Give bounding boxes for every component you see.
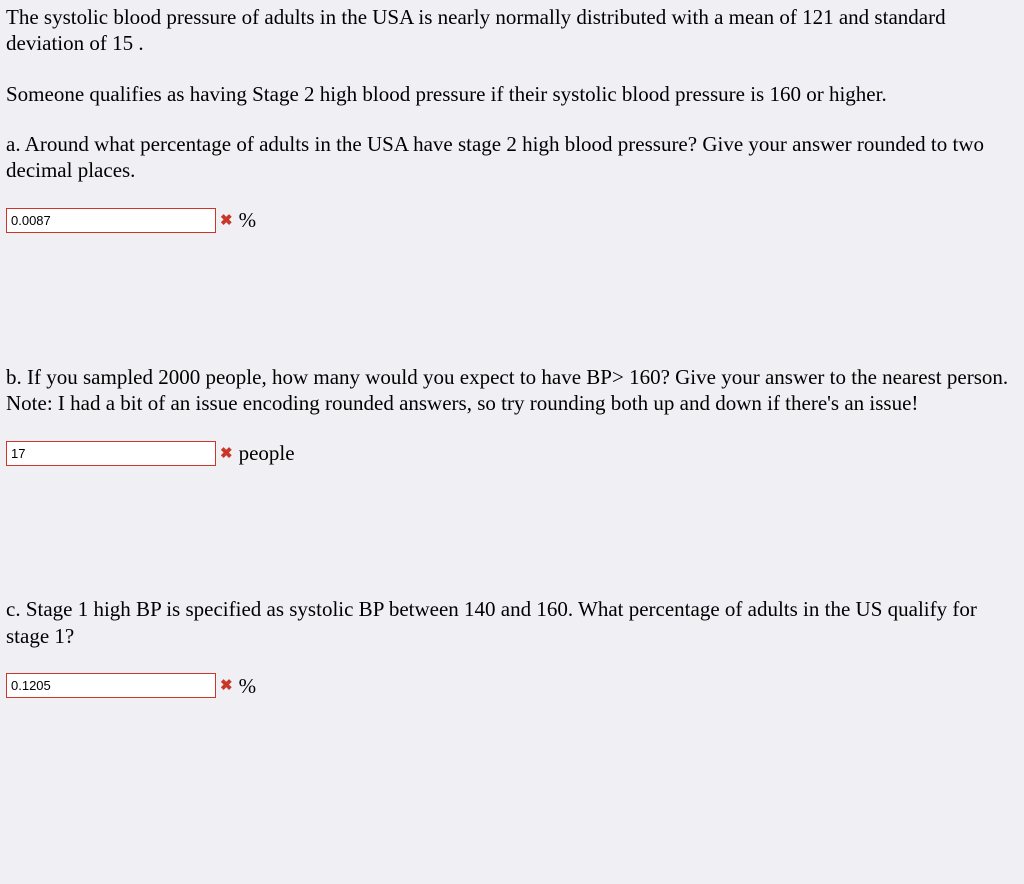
part-c-prompt: c. Stage 1 high BP is specified as systo… [6,596,1018,649]
part-b-prompt: b. If you sampled 2000 people, how many … [6,364,1018,417]
part-a-answer-input[interactable] [6,208,216,233]
question-body: The systolic blood pressure of adults in… [0,0,1024,703]
incorrect-icon: ✖ [220,678,233,693]
intro-paragraph-2: Someone qualifies as having Stage 2 high… [6,81,1018,107]
part-b-answer-row: ✖ people [6,440,1018,466]
part-a-unit: % [239,207,257,233]
part-c-answer-row: ✖ % [6,673,1018,699]
part-a-answer-row: ✖ % [6,207,1018,233]
incorrect-icon: ✖ [220,213,233,228]
part-a-prompt: a. Around what percentage of adults in t… [6,131,1018,184]
part-b-unit: people [239,440,295,466]
part-c-unit: % [239,673,257,699]
incorrect-icon: ✖ [220,446,233,461]
intro-paragraph-1: The systolic blood pressure of adults in… [6,4,1018,57]
part-b-answer-input[interactable] [6,441,216,466]
part-c-answer-input[interactable] [6,673,216,698]
